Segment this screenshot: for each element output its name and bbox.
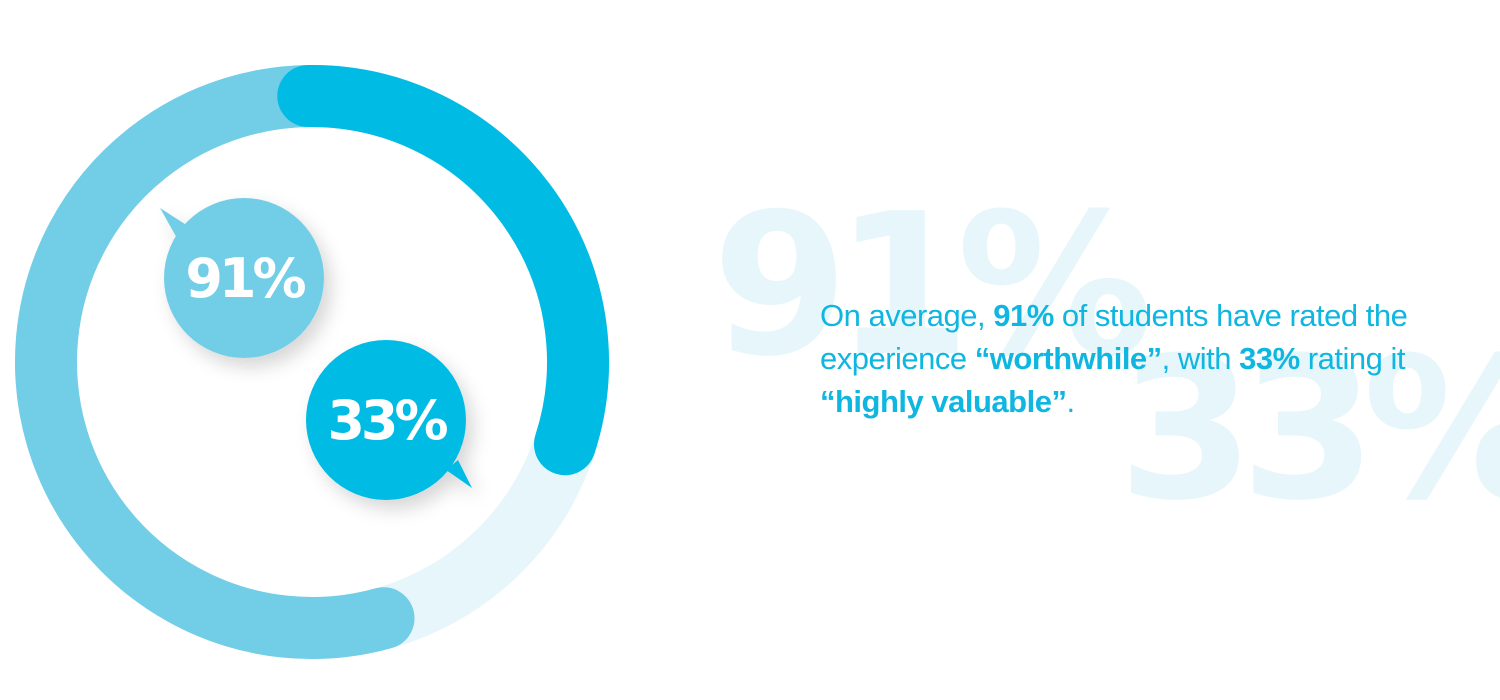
watermark-91-percent: 91% <box>712 172 1153 400</box>
ring-chart: 91% 33% <box>15 65 609 659</box>
caption-part: of students have rated the experience <box>820 298 1408 376</box>
caption-part: , with <box>1161 341 1240 376</box>
bubble-circle-33 <box>306 340 466 500</box>
caption-stat-33: 33% <box>1239 341 1300 376</box>
bubble-33-percent <box>306 340 472 500</box>
caption-quote-highly-valuable: “highly valuable” <box>820 384 1067 419</box>
caption-stat-91: 91% <box>993 298 1054 333</box>
caption-part: rating it <box>1299 341 1406 376</box>
watermark-33-percent: 33% <box>1118 316 1500 544</box>
bubble-91-percent <box>160 198 324 358</box>
data-label-91-percent: 91% <box>185 247 305 310</box>
caption-part: . <box>1066 384 1075 419</box>
ring-arc-highly-valuable-33 <box>277 65 609 476</box>
bubble-circle-91 <box>164 198 324 358</box>
caption-part: On average, <box>820 298 994 333</box>
caption-quote-worthwhile: “worthwhile” <box>974 341 1162 376</box>
bubble-tail-33 <box>446 460 472 488</box>
data-label-33-percent: 33% <box>327 389 447 452</box>
caption-text: On average, 91% of students have rated t… <box>820 294 1500 423</box>
